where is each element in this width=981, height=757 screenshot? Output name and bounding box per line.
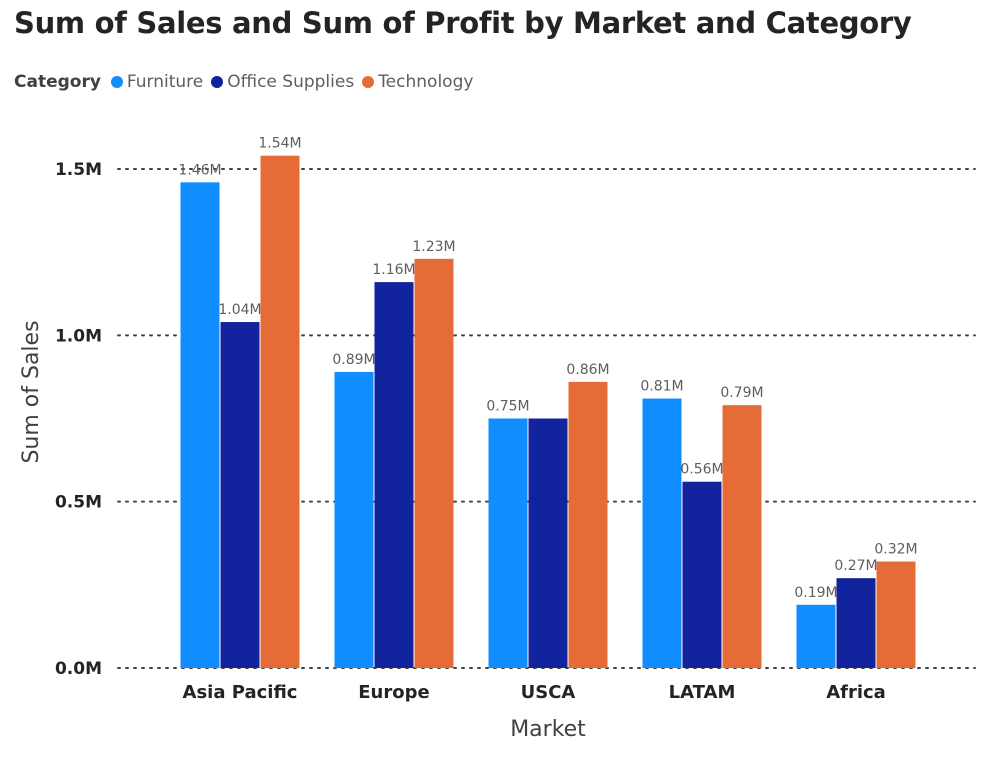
data-label-asia-pacific-furniture: 1.46M	[178, 162, 221, 178]
x-axis-ticks: Asia Pacific Europe USCA LATAM Africa	[183, 682, 886, 703]
legend-item-furniture[interactable]: Furniture	[110, 72, 204, 92]
x-tick-label-usca: USCA	[521, 682, 576, 703]
legend-item-technology[interactable]: Technology	[362, 72, 473, 92]
chart-title: Sum of Sales and Sum of Profit by Market…	[14, 6, 912, 40]
bar-europe-technology	[414, 258, 454, 668]
bar-asia-pacific-technology	[260, 155, 300, 668]
y-tick-label-3: 1.5M	[55, 160, 102, 180]
bars	[180, 155, 916, 668]
y-axis-ticks: 0.0M 0.5M 1.0M 1.5M	[55, 160, 102, 679]
data-labels: 1.46M 1.04M 1.54M 0.89M 1.16M 1.23M 0.75M 0.86M…	[178, 136, 917, 601]
bar-africa-furniture	[796, 604, 836, 668]
y-tick-label-0: 0.0M	[55, 659, 102, 679]
y-tick-label-2: 1.0M	[55, 326, 102, 346]
bar-usca-furniture	[488, 418, 528, 668]
data-label-europe-furniture: 0.89M	[332, 352, 375, 368]
bar-latam-furniture	[642, 398, 682, 668]
data-label-africa-technology: 0.32M	[874, 542, 917, 558]
legend-label-technology: Technology	[378, 72, 474, 92]
data-label-europe-technology: 1.23M	[412, 239, 455, 255]
bar-europe-furniture	[334, 371, 374, 668]
data-label-latam-furniture: 0.81M	[640, 379, 683, 395]
bar-asia-pacific-office-supplies	[220, 322, 260, 668]
x-tick-label-asia-pacific: Asia Pacific	[183, 682, 298, 703]
legend-title: Category	[14, 72, 101, 92]
bar-latam-technology	[722, 405, 762, 668]
x-tick-label-africa: Africa	[826, 682, 886, 703]
legend-marker-furniture	[110, 76, 123, 88]
data-label-africa-office-supplies: 0.27M	[834, 558, 877, 574]
legend-label-office-supplies: Office Supplies	[227, 72, 355, 92]
bar-usca-technology	[568, 381, 608, 668]
bar-africa-office-supplies	[836, 578, 876, 668]
legend: Category Furniture Office Supplies Techn…	[14, 70, 481, 94]
legend-marker-technology	[362, 76, 375, 88]
y-tick-label-1: 0.5M	[55, 493, 102, 513]
legend-marker-office-supplies	[211, 76, 224, 88]
data-label-africa-furniture: 0.19M	[794, 585, 837, 601]
x-tick-label-latam: LATAM	[669, 682, 736, 703]
data-label-europe-office-supplies: 1.16M	[372, 262, 415, 278]
bar-europe-office-supplies	[374, 282, 414, 668]
bar-latam-office-supplies	[682, 481, 722, 668]
bar-africa-technology	[876, 561, 916, 668]
data-label-latam-office-supplies: 0.56M	[680, 462, 723, 478]
data-label-asia-pacific-office-supplies: 1.04M	[218, 302, 261, 318]
data-label-latam-technology: 0.79M	[720, 385, 763, 401]
y-axis-title: Sum of Sales	[19, 320, 44, 463]
legend-item-office-supplies[interactable]: Office Supplies	[211, 72, 354, 92]
data-label-usca-furniture: 0.75M	[486, 399, 529, 415]
x-axis-title: Market	[510, 717, 586, 742]
bar-usca-office-supplies	[528, 418, 568, 668]
legend-label-furniture: Furniture	[126, 72, 204, 92]
bar-asia-pacific-furniture	[180, 182, 220, 668]
data-label-asia-pacific-technology: 1.54M	[258, 136, 301, 152]
data-label-usca-technology: 0.86M	[566, 362, 609, 378]
x-tick-label-europe: Europe	[358, 682, 429, 703]
